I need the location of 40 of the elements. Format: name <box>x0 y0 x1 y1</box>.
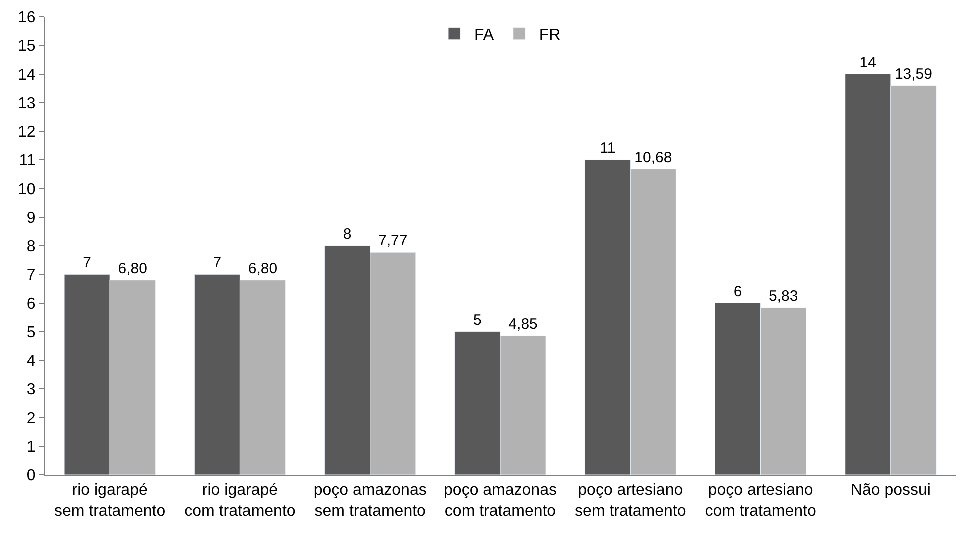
x-tick-label: rio igarapé com tratamento <box>184 482 296 520</box>
data-label: 7 <box>83 254 92 272</box>
y-tick-label: 15 <box>18 38 36 56</box>
y-tick-label: 1 <box>26 438 36 456</box>
data-label: 5 <box>474 312 482 329</box>
legend-label: FA <box>474 27 494 44</box>
y-tick-label: 9 <box>26 210 36 227</box>
data-label: 6 <box>734 283 742 300</box>
y-tick-label: 12 <box>18 124 36 142</box>
data-label: 5,83 <box>768 288 798 306</box>
y-tick-label: 14 <box>18 66 36 84</box>
x-tick-label: poço artesiano sem tratamento <box>575 482 686 520</box>
x-tick-label: Não possui <box>850 482 931 500</box>
y-tick-label: 13 <box>18 95 36 112</box>
x-tick-label: rio igarapé sem tratamento <box>54 482 166 520</box>
data-label: 7 <box>213 254 222 272</box>
data-label: 13,59 <box>894 66 932 83</box>
y-tick-label: 11 <box>19 152 36 170</box>
y-tick-label: 2 <box>26 410 36 428</box>
y-tick-label: 7 <box>26 267 36 284</box>
data-label: 4,85 <box>508 316 538 334</box>
y-tick-label: 4 <box>26 353 36 370</box>
y-tick-label: 6 <box>26 296 36 313</box>
y-tick-label: 16 <box>18 10 36 27</box>
y-tick-label: 8 <box>26 238 36 256</box>
y-tick-label: 3 <box>26 382 36 399</box>
x-tick-label: poço amazonas sem tratamento <box>314 482 427 520</box>
y-tick-label: 10 <box>18 181 36 198</box>
x-tick-label: poço amazonas com tratamento <box>444 482 557 520</box>
data-label: 11 <box>600 140 616 158</box>
y-tick-label: 0 <box>26 468 36 485</box>
y-tick-label: 5 <box>26 324 36 342</box>
legend-label: FR <box>539 27 561 44</box>
data-label: 10,68 <box>634 149 672 166</box>
data-label: 6,80 <box>118 260 148 278</box>
data-label: 8 <box>343 226 352 243</box>
data-label: 14 <box>860 54 876 72</box>
x-tick-label: poço artesiano com tratamento <box>705 482 816 520</box>
data-label: 7,77 <box>378 232 408 250</box>
data-label: 6,80 <box>248 260 278 278</box>
